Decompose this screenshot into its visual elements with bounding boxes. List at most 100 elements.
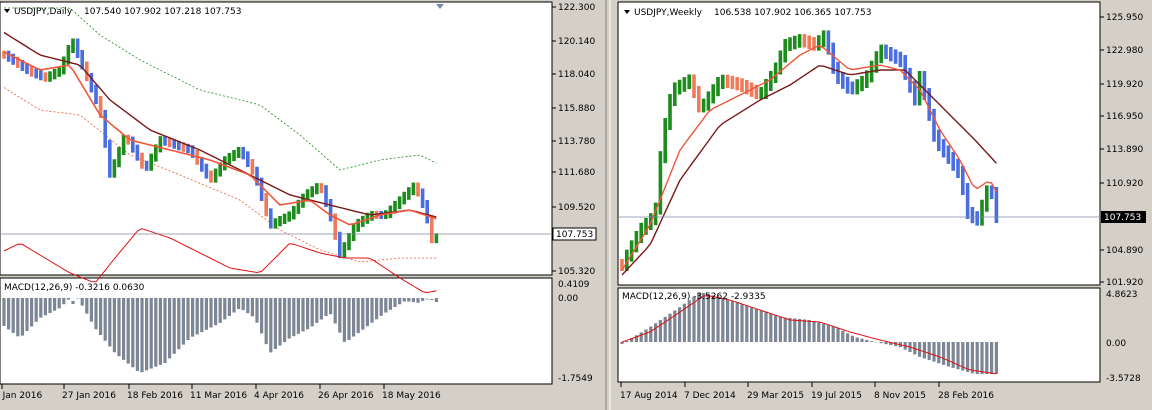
daily-price-bar[interactable] (328, 199, 333, 222)
weekly-price-bar[interactable] (841, 72, 845, 89)
weekly-price-bar[interactable] (673, 82, 677, 106)
daily-macd-histogram-bar[interactable] (264, 298, 268, 345)
weekly-macd-histogram-bar[interactable] (634, 335, 638, 342)
weekly-macd-histogram-bar[interactable] (889, 342, 893, 346)
weekly-macd-histogram-bar[interactable] (850, 335, 854, 342)
daily-price-bar[interactable] (416, 182, 420, 197)
weekly-macd-histogram-bar[interactable] (966, 342, 970, 372)
daily-macd-histogram-bar[interactable] (122, 298, 126, 360)
weekly-macd-histogram-bar[interactable] (745, 305, 749, 342)
daily-macd-histogram-bar[interactable] (347, 298, 351, 340)
weekly-price-bar[interactable] (769, 71, 773, 91)
daily-macd-histogram-bar[interactable] (434, 298, 438, 303)
weekly-macd-histogram-bar[interactable] (702, 292, 706, 342)
weekly-price-bar[interactable] (850, 81, 855, 95)
weekly-price-bar[interactable] (697, 86, 701, 113)
daily-price-bar[interactable] (190, 145, 195, 158)
weekly-macd-histogram-bar[interactable] (807, 319, 811, 342)
weekly-macd-histogram-bar[interactable] (975, 342, 979, 374)
weekly-price-bar[interactable] (893, 49, 898, 64)
weekly-macd-histogram-bar[interactable] (860, 338, 864, 342)
daily-macd-histogram-bar[interactable] (99, 298, 103, 335)
daily-price-bar[interactable] (108, 139, 112, 178)
daily-price-bar[interactable] (29, 66, 34, 77)
weekly-macd-histogram-bar[interactable] (855, 337, 859, 342)
daily-macd-histogram-bar[interactable] (25, 298, 29, 331)
weekly-macd-histogram-bar[interactable] (817, 322, 821, 342)
daily-macd-histogram-bar[interactable] (292, 298, 296, 337)
daily-price-bar[interactable] (356, 218, 360, 232)
daily-macd-histogram-bar[interactable] (333, 298, 337, 324)
daily-macd-histogram-bar[interactable] (117, 298, 121, 357)
weekly-macd-histogram-bar[interactable] (769, 313, 773, 342)
daily-price-bar[interactable] (250, 159, 255, 175)
daily-macd-histogram-bar[interactable] (416, 298, 420, 303)
daily-macd-histogram-bar[interactable] (338, 298, 342, 333)
weekly-price-bar[interactable] (845, 76, 850, 94)
daily-macd-histogram-bar[interactable] (195, 298, 199, 335)
weekly-macd-histogram-bar[interactable] (937, 342, 941, 364)
daily-macd-histogram-bar[interactable] (103, 298, 107, 341)
daily-price-bar[interactable] (75, 38, 80, 59)
daily-price-bar[interactable] (85, 61, 89, 82)
weekly-price-bar[interactable] (965, 183, 970, 219)
weekly-macd-histogram-bar[interactable] (682, 303, 686, 342)
daily-macd-histogram-bar[interactable] (352, 298, 356, 337)
daily-macd-histogram-bar[interactable] (11, 298, 15, 333)
weekly-price-bar[interactable] (817, 35, 821, 51)
weekly-price-bar[interactable] (745, 80, 749, 95)
daily-macd-histogram-bar[interactable] (131, 298, 135, 368)
weekly-price-plot[interactable] (617, 1, 1101, 286)
weekly-macd-histogram-bar[interactable] (774, 315, 778, 342)
weekly-price-bar[interactable] (797, 34, 802, 48)
daily-price-bar[interactable] (310, 186, 314, 198)
weekly-macd-histogram-bar[interactable] (942, 342, 946, 365)
daily-macd-histogram-bar[interactable] (94, 298, 98, 330)
weekly-price-bar[interactable] (865, 70, 869, 88)
weekly-price-bar[interactable] (783, 38, 787, 63)
daily-price-bar[interactable] (34, 68, 38, 79)
daily-macd-histogram-bar[interactable] (398, 298, 402, 305)
weekly-price-bar[interactable] (860, 76, 864, 92)
weekly-macd-histogram-bar[interactable] (639, 332, 643, 342)
daily-price-bar[interactable] (39, 70, 43, 81)
weekly-price-bar[interactable] (687, 74, 691, 90)
daily-price-bar[interactable] (296, 199, 301, 214)
daily-price-bar[interactable] (149, 153, 153, 171)
daily-macd-histogram-bar[interactable] (273, 298, 277, 349)
daily-macd-histogram-bar[interactable] (2, 298, 6, 326)
weekly-price-bar[interactable] (701, 98, 706, 113)
daily-price-bar[interactable] (264, 193, 268, 217)
daily-macd-histogram-bar[interactable] (149, 298, 153, 369)
weekly-price-bar[interactable] (826, 30, 831, 55)
weekly-macd-histogram-bar[interactable] (985, 342, 989, 374)
weekly-macd-histogram-bar[interactable] (956, 342, 960, 370)
weekly-price-bar[interactable] (716, 77, 720, 97)
weekly-price-bar[interactable] (917, 71, 922, 106)
weekly-price-bar[interactable] (692, 74, 696, 98)
weekly-macd-histogram-bar[interactable] (793, 318, 797, 342)
weekly-price-bar[interactable] (754, 84, 759, 100)
weekly-price-bar[interactable] (874, 51, 879, 73)
daily-macd-histogram-bar[interactable] (361, 298, 365, 330)
daily-macd-histogram-bar[interactable] (20, 298, 24, 336)
weekly-price-bar[interactable] (802, 34, 807, 48)
weekly-price-bar[interactable] (985, 185, 989, 212)
daily-macd-histogram-bar[interactable] (163, 298, 167, 363)
daily-price-bar[interactable] (154, 144, 158, 162)
weekly-price-bar[interactable] (937, 129, 941, 152)
weekly-macd-histogram-bar[interactable] (836, 328, 840, 343)
weekly-price-bar[interactable] (946, 145, 951, 164)
weekly-price-bar[interactable] (778, 50, 783, 75)
daily-price-bar[interactable] (103, 109, 107, 148)
weekly-price-bar[interactable] (927, 88, 931, 121)
daily-price-bar[interactable] (126, 134, 130, 145)
daily-price-bar[interactable] (241, 146, 245, 160)
weekly-macd-histogram-bar[interactable] (798, 318, 802, 342)
daily-price-bar[interactable] (2, 50, 6, 59)
weekly-macd-histogram-bar[interactable] (663, 316, 667, 342)
daily-macd-histogram-bar[interactable] (315, 298, 319, 323)
weekly-price-bar[interactable] (836, 61, 840, 84)
weekly-price-bar[interactable] (956, 158, 960, 178)
daily-price-bar[interactable] (407, 187, 411, 200)
